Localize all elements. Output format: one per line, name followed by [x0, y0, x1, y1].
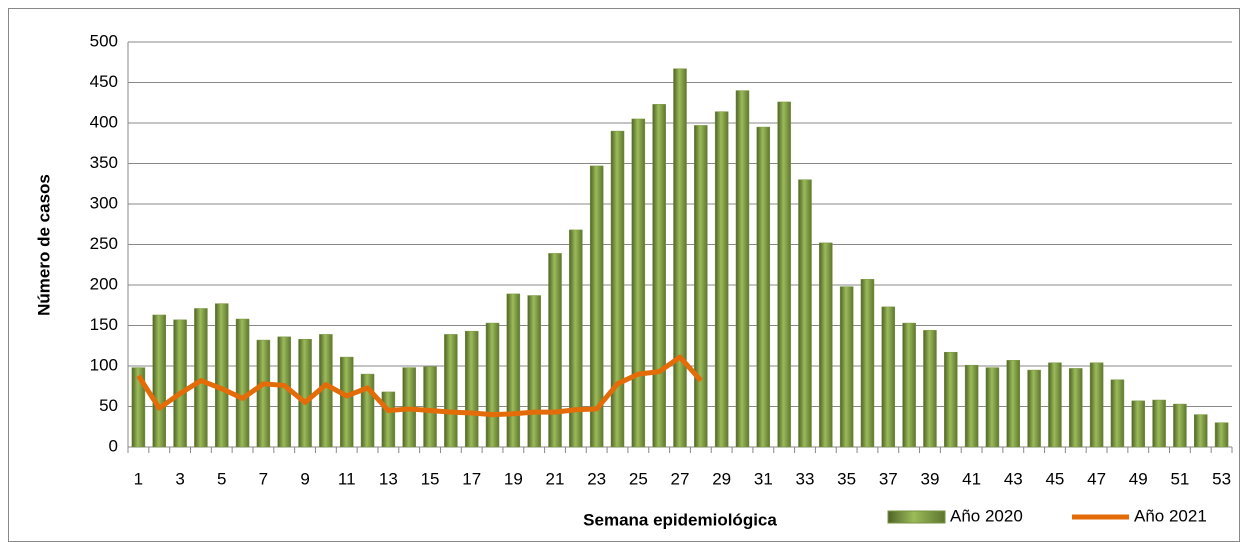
- x-tick-label: 17: [462, 469, 481, 488]
- y-tick-label: 400: [90, 112, 118, 131]
- bar: [1152, 399, 1166, 448]
- legend-swatch: [887, 510, 946, 524]
- bar: [173, 319, 187, 448]
- bar: [444, 334, 458, 448]
- x-tick-label: 7: [259, 469, 268, 488]
- x-tick-label: 3: [175, 469, 184, 488]
- bar: [819, 242, 833, 448]
- legend-label: Año 2020: [950, 506, 1023, 525]
- x-tick-label: 5: [217, 469, 226, 488]
- x-tick-label: 11: [338, 469, 356, 488]
- legend-label: Año 2021: [1134, 506, 1207, 525]
- x-tick-label: 31: [754, 469, 773, 488]
- bar: [485, 322, 500, 448]
- x-tick-label: 53: [1212, 469, 1231, 488]
- bar: [194, 308, 208, 448]
- x-tick-label: 19: [504, 469, 523, 488]
- bar: [131, 367, 146, 448]
- bar: [360, 373, 375, 448]
- bar: [506, 293, 521, 448]
- bar: [756, 126, 771, 448]
- x-tick-label: 41: [962, 469, 981, 488]
- bar: [839, 286, 854, 448]
- bar: [985, 367, 1000, 448]
- bar: [1214, 422, 1229, 448]
- bar: [881, 306, 896, 448]
- y-tick-label: 350: [90, 153, 118, 172]
- y-tick-label: 450: [90, 72, 118, 91]
- bar: [860, 279, 875, 448]
- bar: [610, 130, 625, 448]
- bar: [798, 179, 812, 448]
- bar: [1048, 362, 1062, 448]
- y-tick-label: 150: [90, 315, 118, 334]
- x-tick-label: 29: [712, 469, 731, 488]
- bar: [1027, 369, 1041, 448]
- y-tick-label: 100: [90, 355, 118, 374]
- bar: [1006, 360, 1021, 448]
- bar: [381, 391, 396, 448]
- bar: [569, 229, 583, 448]
- bar: [944, 351, 958, 448]
- bar: [694, 125, 708, 448]
- bar: [235, 318, 250, 448]
- bar: [714, 111, 729, 448]
- x-tick-label: 51: [1170, 469, 1189, 488]
- bar: [1194, 414, 1208, 448]
- x-tick-label: 13: [379, 469, 398, 488]
- bar: [777, 101, 791, 448]
- bar: [589, 165, 604, 448]
- y-tick-label: 300: [90, 193, 118, 212]
- bar: [298, 339, 312, 448]
- bar: [902, 322, 916, 448]
- bar: [214, 303, 229, 448]
- x-tick-label: 39: [921, 469, 940, 488]
- y-tick-label: 50: [99, 396, 118, 415]
- x-tick-label: 15: [421, 469, 440, 488]
- bar: [631, 118, 646, 448]
- bar: [527, 295, 541, 448]
- x-tick-label: 35: [837, 469, 856, 488]
- bar: [256, 339, 271, 448]
- line: [136, 354, 703, 418]
- bar: [152, 314, 166, 448]
- bar: [673, 68, 687, 448]
- x-axis-title: Semana epidemiológica: [583, 510, 777, 529]
- bar: [652, 104, 666, 448]
- x-tick-label: 1: [134, 469, 143, 488]
- y-tick-label: 200: [90, 274, 118, 293]
- x-tick-label: 23: [587, 469, 606, 488]
- bar: [339, 356, 354, 448]
- x-tick-label: 33: [796, 469, 815, 488]
- x-tick-label: 21: [546, 469, 565, 488]
- bar: [1110, 379, 1125, 448]
- y-tick-label: 500: [90, 31, 118, 50]
- bar: [735, 90, 750, 448]
- bar: [1131, 400, 1146, 448]
- y-axis-title: Número de casos: [34, 174, 53, 316]
- x-tick-label: 47: [1087, 469, 1106, 488]
- x-tick-label: 43: [1004, 469, 1023, 488]
- x-tick-label: 45: [1045, 469, 1064, 488]
- bar: [1069, 368, 1083, 448]
- y-tick-label: 0: [109, 436, 118, 455]
- bar: [964, 364, 979, 448]
- bar: [1173, 403, 1187, 448]
- bar: [423, 366, 437, 448]
- bar: [1089, 362, 1104, 448]
- bar: [464, 330, 479, 448]
- y-tick-label: 250: [90, 234, 118, 253]
- bar: [923, 330, 937, 448]
- x-tick-label: 27: [671, 469, 690, 488]
- x-tick-label: 49: [1129, 469, 1148, 488]
- x-tick-label: 25: [629, 469, 648, 488]
- x-tick-label: 9: [300, 469, 309, 488]
- x-tick-label: 37: [879, 469, 898, 488]
- bar: [548, 253, 562, 448]
